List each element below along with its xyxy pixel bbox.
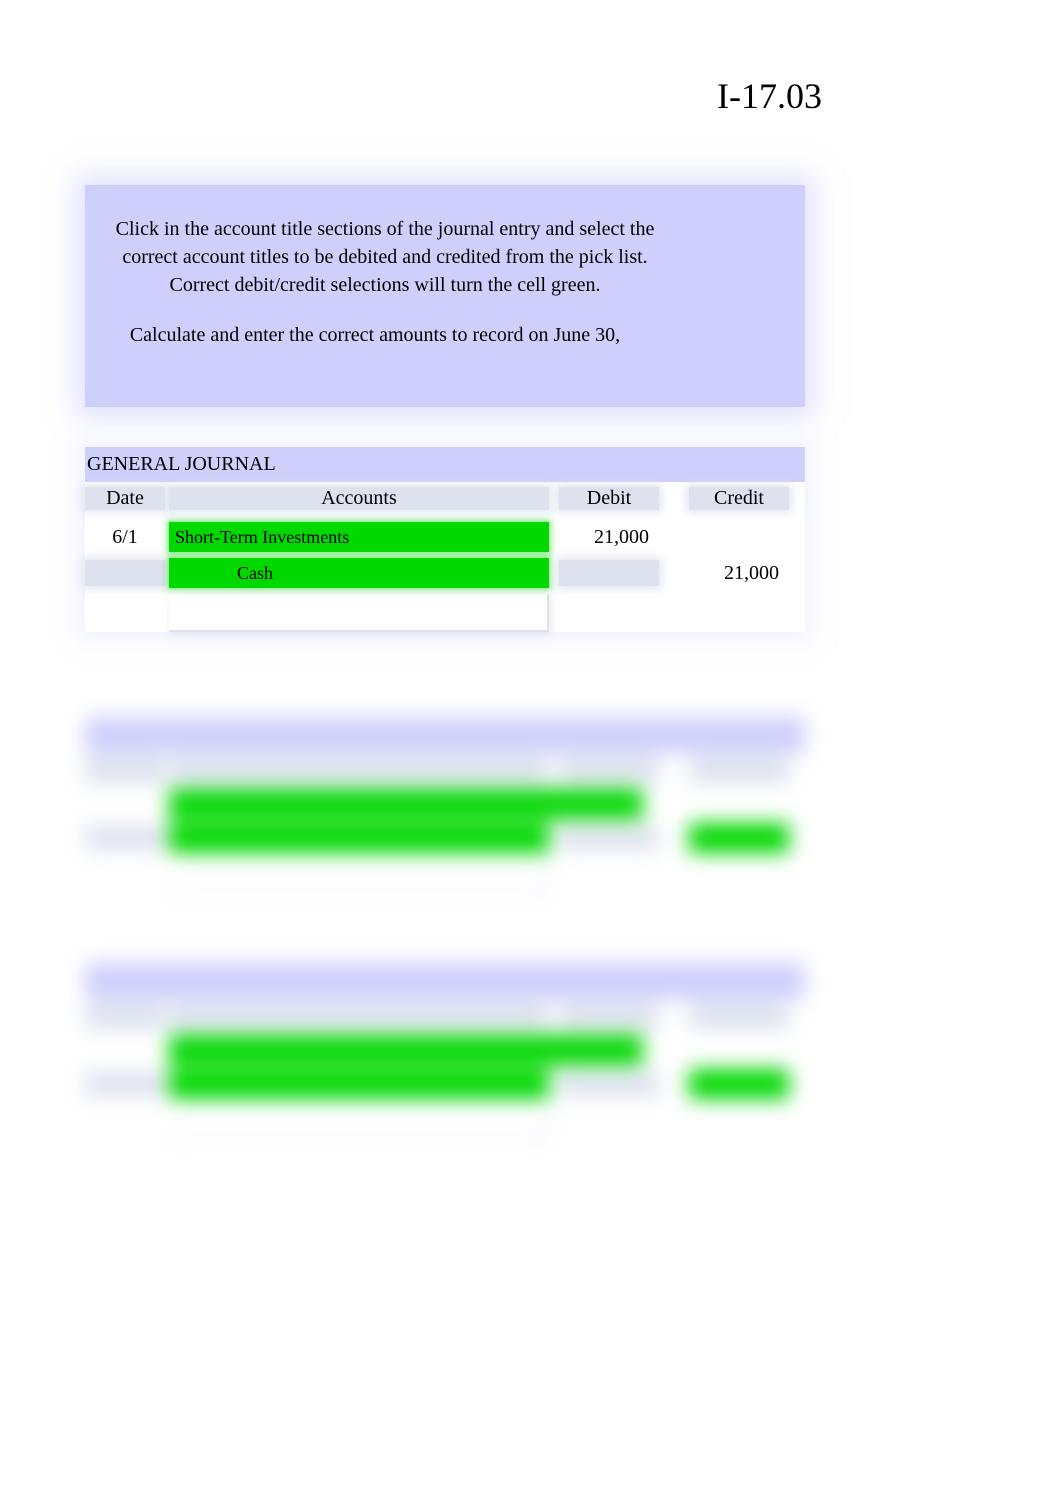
blur3-title	[85, 963, 805, 999]
journal-title: GENERAL JOURNAL	[85, 447, 805, 482]
journal-block-3-blurred	[85, 963, 805, 1139]
journal-row-3	[85, 594, 805, 632]
blur3-green2	[169, 1069, 549, 1099]
row2-date-bg	[85, 560, 165, 586]
blur2-white	[169, 857, 549, 893]
blur2-row1	[85, 789, 805, 819]
blur3-debit-bg	[559, 1072, 659, 1096]
instruction-text-1: Click in the account title sections of t…	[95, 215, 795, 299]
blur2-col-date	[85, 757, 165, 783]
instruction-text-2: Calculate and enter the correct amounts …	[95, 324, 795, 347]
blur3-white	[169, 1103, 549, 1139]
row2-account-select[interactable]: Cash	[169, 558, 549, 588]
row1-account-select[interactable]: Short-Term Investments	[169, 522, 549, 552]
journal-block-2-blurred	[85, 717, 805, 893]
blur3-col-accounts	[169, 1003, 549, 1029]
blur2-col-debit	[559, 757, 659, 783]
blur3-col-date	[85, 1003, 165, 1029]
blur3-col-debit	[559, 1003, 659, 1029]
blur3-credit-green	[689, 1069, 789, 1099]
page-title: I-17.03	[717, 75, 822, 117]
row1-date: 6/1	[85, 526, 165, 549]
row1-debit-input[interactable]: 21,000	[559, 526, 659, 549]
blur3-row1	[85, 1035, 805, 1065]
blur2-col-credit	[689, 757, 789, 783]
blur2-title	[85, 717, 805, 753]
blur3-col-credit	[689, 1003, 789, 1029]
blur3-header	[85, 1003, 805, 1029]
blur3-row2	[85, 1069, 805, 1099]
blur3-date-bg	[85, 1072, 165, 1096]
blur2-col-accounts	[169, 757, 549, 783]
header-debit: Debit	[559, 487, 659, 510]
content-wrapper: Click in the account title sections of t…	[85, 185, 805, 1139]
blur2-green2	[169, 823, 549, 853]
journal-header-row: Date Accounts Debit Credit	[85, 482, 805, 514]
instruction-box: Click in the account title sections of t…	[85, 185, 805, 407]
blur2-row2	[85, 823, 805, 853]
header-date: Date	[85, 487, 165, 510]
blur2-debit-bg	[559, 826, 659, 850]
journal-block-1: GENERAL JOURNAL Date Accounts Debit Cred…	[85, 447, 805, 632]
row2-credit-input[interactable]: 21,000	[689, 562, 789, 585]
journal-row-1: 6/1 Short-Term Investments 21,000	[85, 520, 805, 554]
header-credit: Credit	[689, 487, 789, 510]
blur2-date-bg	[85, 826, 165, 850]
blur2-green1	[169, 789, 643, 819]
blur3-green1	[169, 1035, 643, 1065]
blur2-row3	[85, 857, 805, 893]
blur2-header	[85, 757, 805, 783]
blur3-row3	[85, 1103, 805, 1139]
journal-row-2: Cash 21,000	[85, 558, 805, 588]
row2-debit-bg	[559, 560, 659, 586]
row3-account-select[interactable]	[169, 594, 549, 632]
blur2-credit-green	[689, 823, 789, 853]
header-accounts: Accounts	[169, 487, 549, 510]
